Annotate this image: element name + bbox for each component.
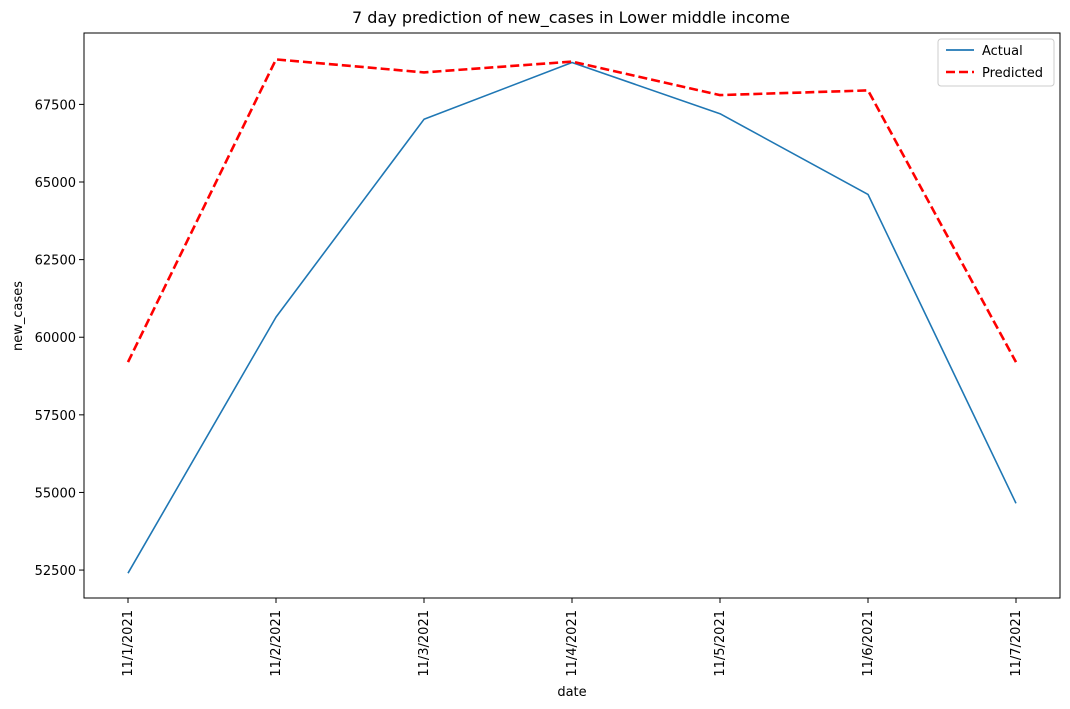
x-tick-label: 11/6/2021 — [861, 610, 876, 677]
legend-label-predicted: Predicted — [982, 66, 1043, 81]
y-axis-ticks: 52500 55000 57500 60000 62500 65000 67500 — [35, 98, 84, 579]
x-tick-label: 11/4/2021 — [565, 610, 580, 677]
plot-frame — [83, 32, 1061, 599]
y-tick-label: 57500 — [35, 409, 76, 424]
y-tick-label: 55000 — [35, 486, 76, 501]
series-lines — [126, 58, 1018, 574]
x-axis-title: date — [557, 685, 586, 700]
y-tick-label: 52500 — [35, 564, 76, 579]
series-line-predicted — [126, 58, 1018, 363]
legend: Actual Predicted — [937, 38, 1055, 87]
x-tick-label: 11/2/2021 — [269, 610, 284, 677]
legend-label-actual: Actual — [982, 44, 1023, 59]
series-line-actual — [127, 61, 1017, 574]
y-tick-label: 65000 — [35, 176, 76, 191]
y-tick-label: 60000 — [35, 331, 76, 346]
x-tick-label: 11/1/2021 — [121, 610, 136, 677]
y-tick-label: 67500 — [35, 98, 76, 113]
x-tick-label: 11/3/2021 — [417, 610, 432, 677]
chart-title: 7 day prediction of new_cases in Lower m… — [352, 8, 790, 28]
y-axis-title: new_cases — [11, 281, 26, 351]
y-tick-label: 62500 — [35, 254, 76, 269]
x-tick-label: 11/5/2021 — [713, 610, 728, 677]
x-axis-ticks: 11/1/2021 11/2/2021 11/3/2021 11/4/2021 11/5… — [121, 598, 1024, 677]
x-tick-label: 11/7/2021 — [1009, 610, 1024, 677]
